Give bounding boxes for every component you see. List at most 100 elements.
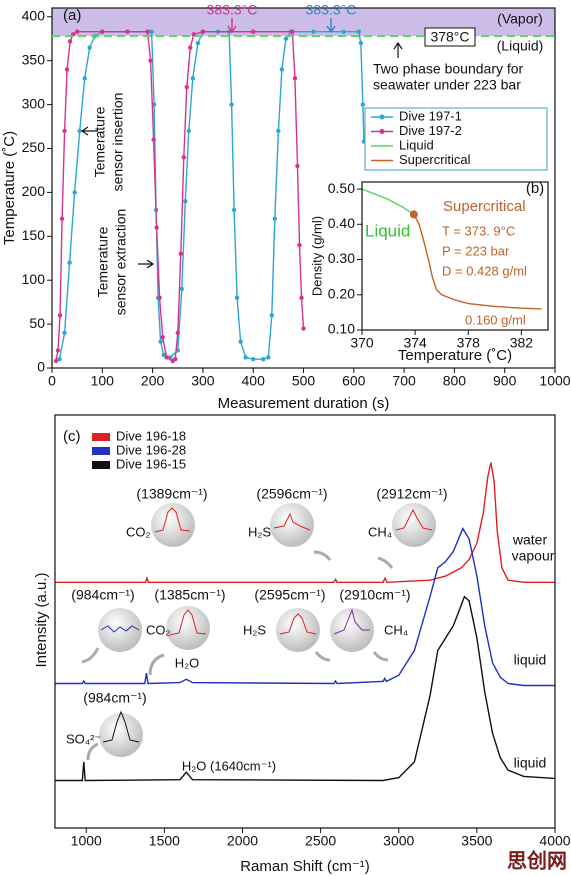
inset-bubble	[330, 608, 374, 652]
pointer-arrow	[81, 550, 394, 761]
panel-label: (c)	[63, 428, 81, 445]
data-point	[100, 29, 105, 34]
x-tick-label: 378	[457, 335, 481, 351]
inset-bubble	[98, 608, 142, 652]
inset-background	[306, 176, 554, 366]
data-point	[145, 29, 150, 34]
y-tick-label: 200	[22, 183, 46, 199]
x-tick-label: 800	[443, 373, 467, 389]
x-tick-label: 2500	[305, 833, 336, 849]
annotation: (2596cm⁻¹)	[256, 486, 327, 502]
data-point	[188, 45, 193, 50]
plot-layer: 0 100 200 300 400 500 600 700 800 900 1000 0 50 100 15…	[1, 7, 571, 875]
annotation: 383.3°C	[207, 2, 258, 18]
inset-bubble	[99, 713, 143, 757]
x-tick-label: 200	[141, 373, 165, 389]
inset-spectrum	[279, 613, 317, 635]
x-tick-label: 500	[292, 373, 316, 389]
y-axis-title: Density (g/ml)	[309, 216, 324, 296]
x-axis-title: Temperature (˚C)	[398, 347, 512, 364]
x-tick-label: 3500	[461, 833, 492, 849]
legend-label: Dive 196-18	[116, 428, 186, 443]
data-point	[53, 358, 59, 364]
panel-label: (a)	[63, 7, 81, 24]
inset-bubble	[276, 608, 320, 652]
y-tick-label: 50	[29, 315, 45, 331]
data-point	[292, 76, 298, 81]
annotation: (Vapor)	[497, 11, 543, 27]
inset-spectrum	[273, 512, 311, 531]
x-tick-label: 1000	[539, 373, 570, 389]
panel-b-annotations: (b) Liquid Supercritical T = 373. 9°C P …	[365, 180, 544, 327]
legend-swatch	[92, 433, 110, 441]
plot-frame	[51, 7, 556, 369]
data-point	[251, 357, 256, 362]
inset-bubble	[392, 503, 436, 547]
arrow-head	[227, 25, 237, 34]
data-point	[77, 128, 82, 134]
y-tick-label: 0.20	[328, 285, 355, 301]
legend-label: Liquid	[399, 137, 434, 152]
x-tick-label: 374	[403, 335, 427, 351]
data-point	[301, 326, 306, 331]
x-axis-title: Raman Shift (cm⁻¹)	[240, 858, 370, 875]
data-point	[276, 128, 281, 134]
x-tick-label: 600	[342, 373, 366, 389]
y-axis-title: Temperature (˚C)	[1, 131, 18, 245]
x-tick-label: 300	[191, 373, 215, 389]
data-point	[62, 128, 67, 134]
data-point	[157, 295, 162, 300]
annotation: liquid	[514, 755, 547, 771]
arrow-head	[393, 41, 403, 50]
data-point	[238, 339, 243, 344]
x-tick-label: 1500	[149, 833, 180, 849]
annotation: 0.160 g/ml	[465, 312, 526, 327]
x-tick-label: 2000	[227, 833, 258, 849]
data-point	[358, 40, 364, 46]
annotation: (1389cm⁻¹)	[136, 486, 207, 502]
annotation: sensor extraction	[113, 209, 129, 316]
y-tick-label: 0.50	[328, 180, 355, 196]
data-point	[261, 357, 266, 362]
series-line	[413, 214, 542, 310]
annotation: water	[512, 532, 548, 548]
legend-label: Supercritical	[399, 152, 471, 167]
data-point	[57, 357, 62, 362]
data-point	[231, 207, 237, 213]
inset-spectrum	[154, 507, 191, 533]
series-line	[55, 462, 555, 584]
annotation: (2595cm⁻¹)	[254, 587, 325, 603]
data-point	[234, 295, 240, 300]
data-point	[151, 102, 157, 107]
data-point	[311, 29, 316, 34]
annotation: P = 223 bar	[442, 243, 510, 258]
data-point	[154, 225, 159, 230]
data-point	[149, 29, 154, 34]
data-point	[184, 84, 190, 90]
data-point	[181, 155, 186, 160]
annotation: SO₄²⁻	[66, 731, 101, 746]
annotation: H₂S	[248, 524, 271, 539]
annotation: Liquid	[365, 221, 410, 240]
data-point	[82, 76, 87, 81]
series-line	[58, 31, 365, 360]
y-tick-label: 250	[22, 139, 46, 155]
inset-spectrum	[100, 625, 140, 633]
data-point	[272, 216, 278, 221]
plot-frame	[54, 414, 556, 829]
inset-bubble	[151, 503, 195, 547]
data-point	[283, 36, 289, 41]
data-point	[183, 198, 188, 204]
boundary-label: 378°C	[430, 29, 469, 45]
legend-swatch	[92, 461, 110, 469]
series-line	[55, 527, 555, 687]
data-point	[173, 357, 178, 362]
x-tick-label: 3000	[383, 833, 414, 849]
annotation: (2912cm⁻¹)	[376, 486, 447, 502]
x-tick-label: 900	[493, 373, 517, 389]
panel-a-annotations: (a) 383.3°C 383.3°C (Vapor) (Liquid) 378…	[63, 2, 543, 316]
data-point	[74, 29, 80, 34]
annotation: Supercritical	[443, 198, 526, 215]
data-point	[164, 355, 169, 360]
